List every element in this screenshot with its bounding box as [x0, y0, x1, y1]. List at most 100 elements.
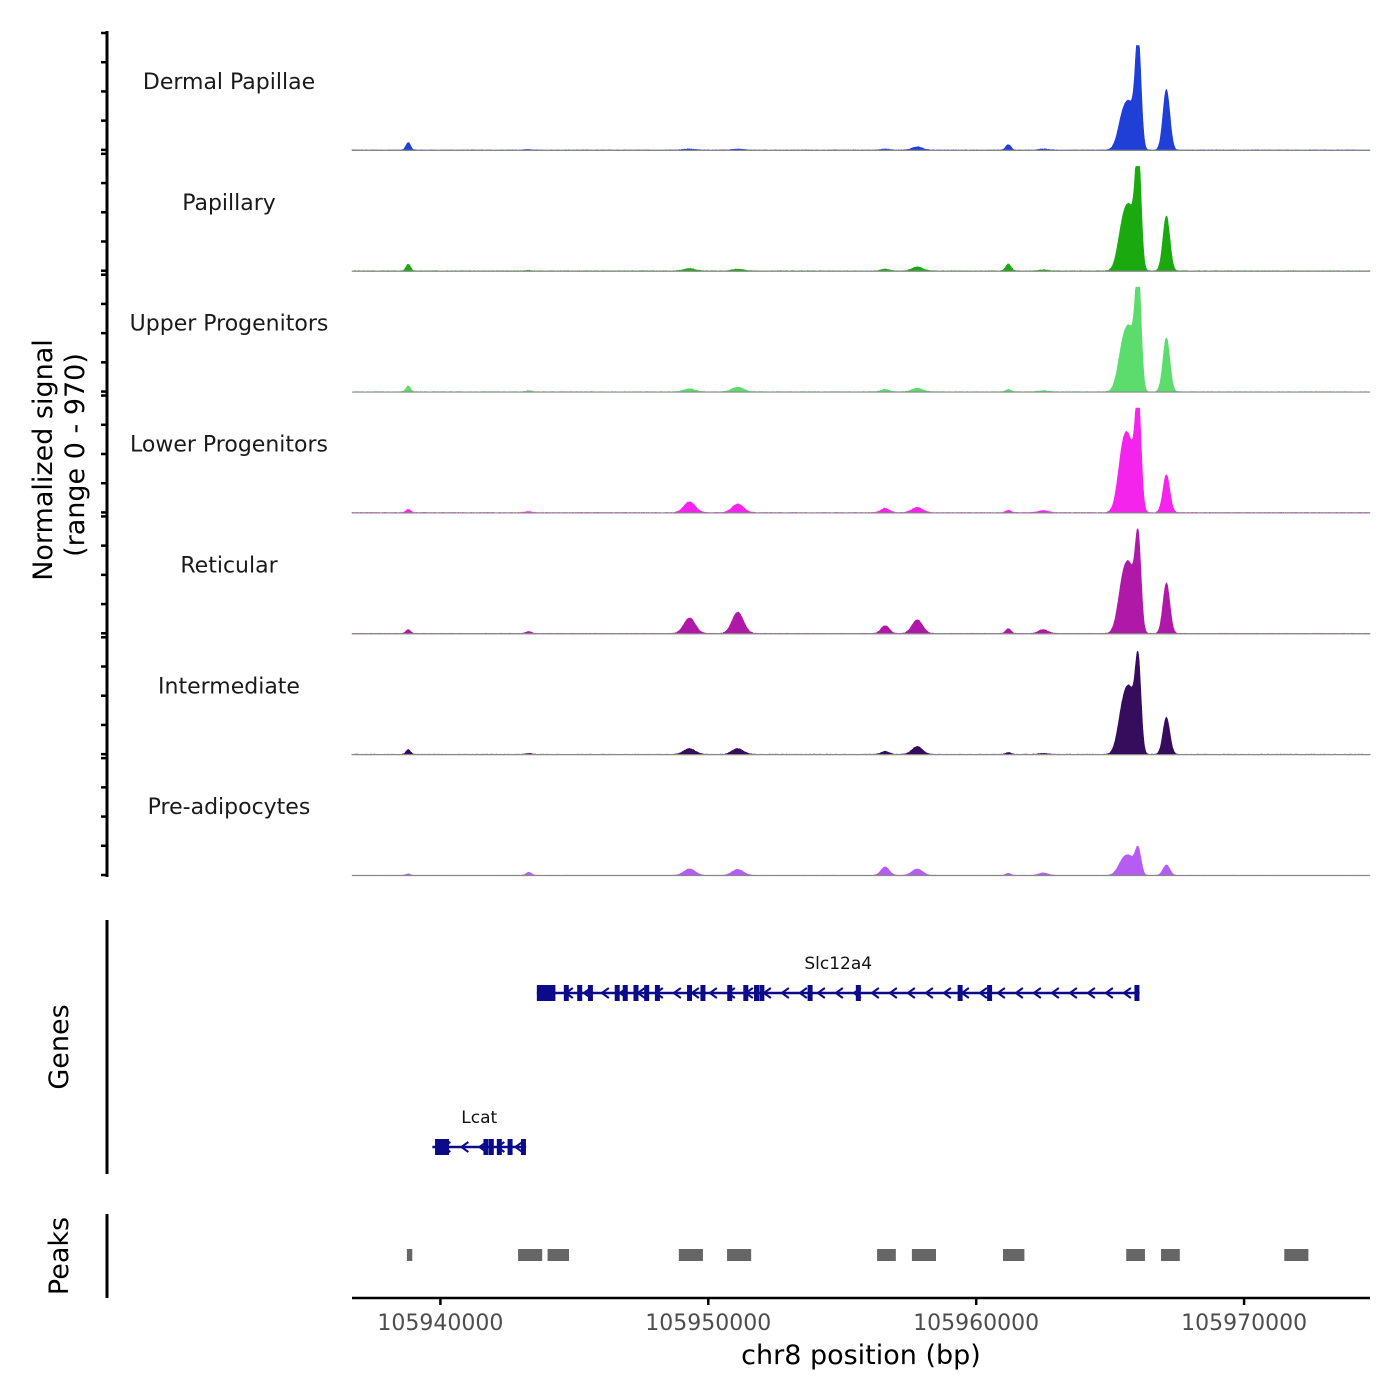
track-label: Reticular — [180, 553, 278, 578]
track-label: Upper Progenitors — [130, 312, 329, 337]
peak-region — [1161, 1249, 1180, 1261]
peak-region — [1002, 1249, 1025, 1261]
gene-exon — [654, 985, 660, 1001]
gene-exon — [488, 1139, 494, 1155]
gene-exon — [507, 1139, 513, 1155]
coverage-area — [351, 528, 1371, 635]
peak-region — [678, 1249, 703, 1261]
peak-region — [518, 1249, 543, 1261]
gene-exon — [542, 985, 548, 1001]
y-axis-range-label: (range 0 - 970) — [60, 353, 91, 557]
gene-exon — [1134, 985, 1140, 1001]
strand-chevron — [906, 987, 916, 999]
coverage-area — [351, 845, 1371, 876]
peak-region — [1126, 1249, 1145, 1261]
strand-chevron — [600, 987, 610, 999]
track-intermediate: Intermediate — [158, 650, 1371, 756]
gene-exon — [700, 985, 706, 1001]
gene-exon — [743, 985, 749, 1001]
track-label: Dermal Papillae — [143, 70, 315, 95]
peak-region — [1284, 1249, 1309, 1261]
y-axis-title: Normalized signal — [28, 339, 59, 581]
x-tick-label: 105940000 — [377, 1311, 503, 1336]
peaks-track: Peaks — [44, 1214, 1309, 1298]
strand-chevron — [1086, 987, 1096, 999]
strand-chevron — [1032, 987, 1042, 999]
track-pre-adipocytes: Pre-adipocytes — [148, 795, 1371, 877]
coverage-area — [351, 407, 1371, 514]
gene-exon — [759, 985, 765, 1001]
track-label: Pre-adipocytes — [148, 795, 311, 820]
gene-lcat: Lcat — [432, 1108, 527, 1155]
strand-chevron — [834, 987, 844, 999]
gene-exon — [587, 985, 593, 1001]
gene-exon — [957, 985, 963, 1001]
x-tick-label: 105970000 — [1181, 1311, 1307, 1336]
strand-chevron — [942, 987, 952, 999]
gene-exon — [483, 1139, 489, 1155]
strand-chevron — [708, 987, 718, 999]
strand-chevron — [1122, 987, 1132, 999]
gene-exon — [577, 985, 583, 1001]
gene-slc12a4: Slc12a4 — [536, 954, 1140, 1001]
gene-exon — [855, 985, 861, 1001]
gene-exon — [727, 985, 733, 1001]
genes-track: Genes Slc12a4 Lcat — [44, 920, 1140, 1174]
track-dermal-papillae: Dermal Papillae — [143, 45, 1371, 151]
gene-label: Slc12a4 — [804, 954, 872, 974]
track-label: Intermediate — [158, 674, 300, 699]
strand-chevron — [816, 987, 826, 999]
track-label: Papillary — [182, 191, 276, 216]
gene-exon — [633, 985, 639, 1001]
strand-chevron — [798, 987, 808, 999]
peaks-track-label: Peaks — [44, 1217, 75, 1295]
strand-chevron — [870, 987, 880, 999]
coverage-area — [351, 45, 1371, 151]
gene-label: Lcat — [461, 1108, 497, 1128]
peak-region — [727, 1249, 752, 1261]
gene-exon — [644, 985, 650, 1001]
coverage-area — [351, 166, 1371, 272]
coverage-tracks: Dermal Papillae Papillary Upper Progenitor… — [130, 45, 1371, 877]
strand-chevron — [978, 987, 988, 999]
x-axis: chr8 position (bp) 105940000 105950000 105… — [352, 1296, 1370, 1371]
peak-region — [406, 1249, 413, 1261]
x-tick-label: 105950000 — [645, 1311, 771, 1336]
gene-exon — [622, 985, 628, 1001]
strand-chevron — [1068, 987, 1078, 999]
strand-chevron — [888, 987, 898, 999]
x-axis-title: chr8 position (bp) — [741, 1340, 981, 1371]
track-reticular: Reticular — [180, 528, 1371, 635]
strand-chevron — [1050, 987, 1060, 999]
x-tick-label: 105960000 — [913, 1311, 1039, 1336]
strand-chevron — [1014, 987, 1024, 999]
track-papillary: Papillary — [182, 166, 1371, 272]
peak-region — [877, 1249, 896, 1261]
gene-exon — [550, 985, 556, 1001]
gene-exon — [563, 985, 569, 1001]
strand-chevron — [780, 987, 790, 999]
gene-exon — [987, 985, 993, 1001]
gene-exon — [496, 1139, 502, 1155]
gene-exon — [687, 985, 693, 1001]
peak-region — [911, 1249, 937, 1261]
coverage-area — [351, 650, 1371, 756]
strand-chevron — [513, 1141, 523, 1153]
track-upper-progenitors: Upper Progenitors — [130, 286, 1371, 393]
strand-chevron — [1104, 987, 1114, 999]
gene-exon — [807, 985, 813, 1001]
strand-chevron — [996, 987, 1006, 999]
track-lower-progenitors: Lower Progenitors — [130, 407, 1371, 514]
peak-region — [547, 1249, 569, 1261]
gene-exon — [614, 985, 620, 1001]
track-label: Lower Progenitors — [130, 433, 328, 458]
coverage-area — [351, 286, 1371, 393]
strand-chevron — [924, 987, 934, 999]
strand-chevron — [672, 987, 682, 999]
coverage-y-axis — [101, 31, 109, 877]
gene-exon — [440, 1139, 446, 1155]
gene-exon — [754, 985, 760, 1001]
strand-chevron — [459, 1141, 469, 1153]
genes-track-label: Genes — [44, 1004, 75, 1089]
